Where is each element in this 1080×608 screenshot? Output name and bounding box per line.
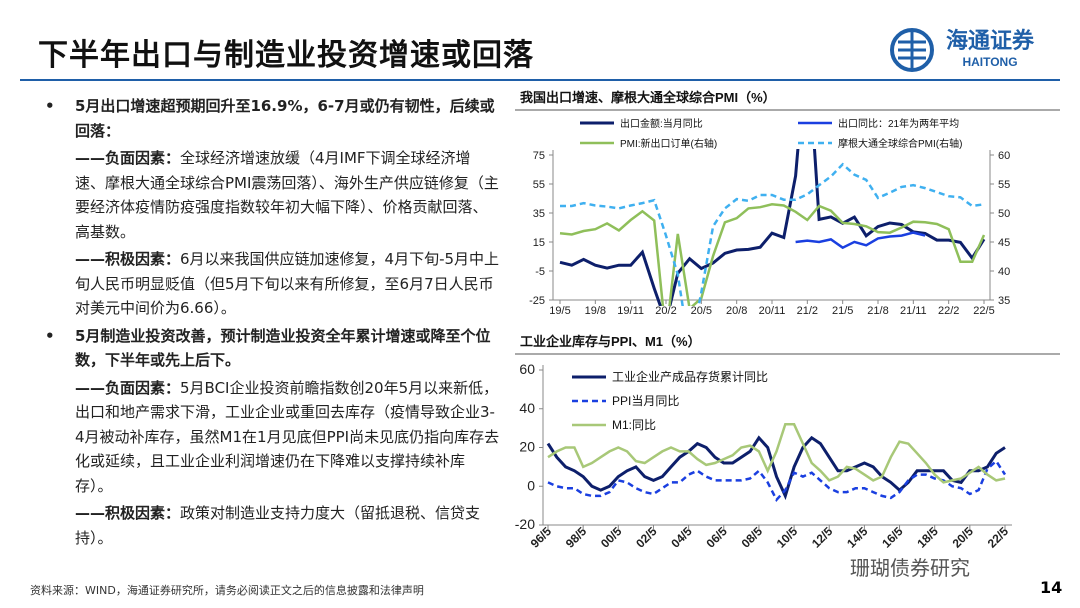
bullet: 5月出口增速超预期回升至16.9%，6-7月或仍有韧性，后续或回落： — [40, 94, 500, 143]
logo-sub: HAITONG — [962, 55, 1017, 69]
logo: 海通证券 HAITONG — [890, 28, 1035, 72]
x-tick-label: 12/5 — [809, 524, 836, 551]
item-label: ——负面因素： — [75, 149, 181, 167]
bullet-item: ——积极因素：政策对制造业支持力度大（留抵退税、信贷支持）。 — [40, 501, 500, 550]
footer-source: 资料来源：WIND，海通证券研究所，请务必阅读正文之后的信息披露和法律声明 — [30, 584, 424, 597]
x-tick-label: 21/8 — [867, 305, 888, 317]
item-text: 6月以来我国供应链加速修复，4月下旬-5月中上旬人民币明显贬值（但5月下旬以来有… — [75, 250, 500, 317]
x-tick-label: 18/5 — [914, 524, 941, 551]
x-tick-label: 20/11 — [759, 305, 786, 317]
series-line — [547, 459, 1007, 502]
bullets: 5月出口增速超预期回升至16.9%，6-7月或仍有韧性，后续或回落：——负面因素… — [40, 94, 500, 553]
series-line — [547, 423, 1006, 484]
y2-tick-label: 45 — [998, 237, 1010, 249]
y2-tick-label: 40 — [998, 266, 1010, 278]
y-tick-label: -5 — [535, 266, 545, 278]
x-tick-label: 04/5 — [668, 524, 695, 551]
x-tick-label: 20/8 — [726, 305, 747, 317]
y2-tick-label: 55 — [998, 179, 1010, 191]
chart-title: 工业企业库存与PPI、M1（%） — [520, 334, 701, 349]
x-tick-label: 20/5 — [691, 305, 712, 317]
x-tick-label: 98/5 — [563, 524, 590, 551]
y-tick-label: 55 — [533, 179, 545, 191]
y-tick-label: 60 — [519, 361, 535, 377]
legend-label: PMI:新出口订单(右轴) — [620, 137, 717, 150]
y-tick-label: 40 — [519, 400, 535, 416]
item-label: ——负面因素： — [75, 378, 181, 397]
x-tick-label: 20/2 — [655, 305, 676, 317]
y-tick-label: 0 — [527, 477, 535, 493]
series-line — [560, 162, 985, 306]
legend-label: 出口金额:当月同比 — [620, 117, 703, 130]
y-tick-label: 35 — [533, 208, 545, 220]
legend-label: 出口同比：21年为两年平均 — [838, 117, 959, 130]
x-tick-label: 10/5 — [774, 524, 801, 551]
x-tick-label: 08/5 — [739, 524, 766, 551]
y-tick-label: 20 — [519, 439, 535, 455]
item-label: ——积极因素： — [75, 504, 181, 522]
y2-tick-label: 60 — [998, 150, 1010, 162]
watermark: 珊瑚债券研究 — [850, 556, 970, 580]
item-text: 全球经济增速放缓（4月IMF下调全球经济增速、摩根大通全球综合PMI震荡回落）、… — [75, 149, 499, 241]
series-line — [795, 231, 926, 250]
x-tick-label: 22/5 — [985, 524, 1012, 551]
x-tick-label: 19/11 — [617, 305, 644, 317]
bullet: 5月制造业投资改善，预计制造业投资全年累计增速或降至个位数，下半年或先上后下。 — [40, 324, 500, 373]
page-number: 14 — [1040, 578, 1063, 597]
y-tick-label: 75 — [533, 150, 545, 162]
x-tick-label: 21/11 — [900, 305, 927, 317]
series-line — [559, 149, 986, 306]
y2-tick-label: 35 — [998, 295, 1010, 307]
x-tick-label: 16/5 — [879, 524, 906, 551]
series-line — [546, 435, 1006, 501]
bullet-item: ——积极因素：6月以来我国供应链加速修复，4月下旬-5月中上旬人民币明显贬值（但… — [40, 247, 500, 321]
logo-text: 海通证券 — [946, 28, 1035, 53]
x-tick-label: 06/5 — [703, 524, 730, 551]
x-tick-label: 19/5 — [549, 305, 570, 317]
bullet-item: ——负面因素：全球经济增速放缓（4月IMF下调全球经济增速、摩根大通全球综合PM… — [40, 146, 500, 244]
legend-label: 摩根大通全球综合PMI(右轴) — [838, 137, 962, 150]
y-tick-label: -25 — [529, 295, 545, 307]
legend-label: M1:同比 — [612, 418, 656, 432]
x-tick-label: 21/2 — [797, 305, 818, 317]
legend-label: PPI当月同比 — [612, 394, 679, 408]
y-tick-label: -20 — [515, 516, 535, 532]
x-tick-label: 19/8 — [585, 305, 606, 317]
chart-title: 我国出口增速、摩根大通全球综合PMI（%） — [520, 90, 776, 105]
y-tick-label: 15 — [533, 237, 545, 249]
item-label: ——积极因素： — [75, 250, 181, 268]
x-tick-label: 20/5 — [950, 524, 977, 551]
y2-tick-label: 50 — [998, 208, 1010, 220]
x-tick-label: 02/5 — [633, 524, 660, 551]
item-text: 5月BCI企业投资前瞻指数创20年5月以来新低，出口和地产需求下滑，工业企业或重… — [75, 378, 500, 495]
slide-title: 下半年出口与制造业投资增速或回落 — [38, 38, 534, 73]
x-tick-label: 00/5 — [598, 524, 625, 551]
item-text: 政策对制造业支持力度大（留抵退税、信贷支持）。 — [75, 504, 481, 547]
x-tick-label: 21/5 — [832, 305, 853, 317]
x-tick-label: 22/5 — [973, 305, 994, 317]
legend-label: 工业企业产成品存货累计同比 — [612, 369, 768, 384]
series-line — [559, 203, 986, 306]
bullet-item: ——负面因素：5月BCI企业投资前瞻指数创20年5月以来新低，出口和地产需求下滑… — [40, 376, 500, 499]
x-tick-label: 22/2 — [938, 305, 959, 317]
x-tick-label: 14/5 — [844, 524, 871, 551]
